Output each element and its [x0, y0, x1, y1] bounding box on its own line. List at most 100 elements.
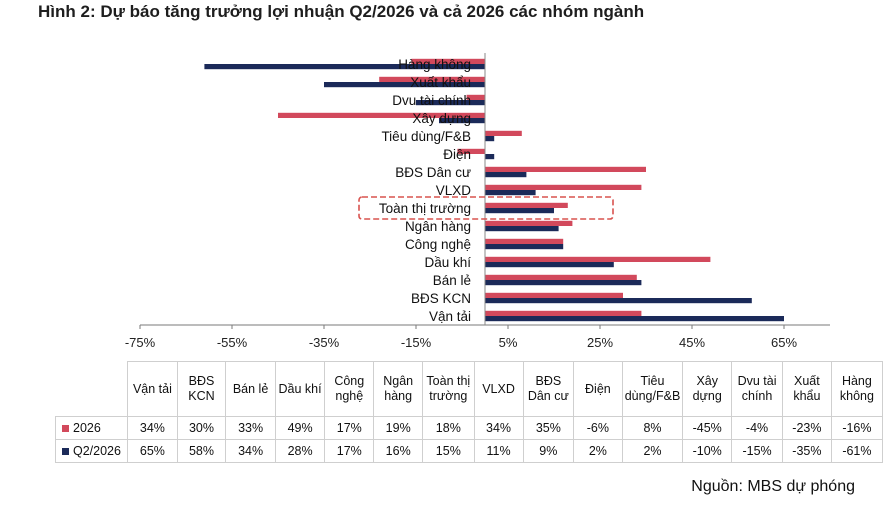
- table-value-cell: -6%: [573, 416, 623, 440]
- table-header-cell: Hàng không: [830, 361, 883, 417]
- bar-2026: [485, 310, 642, 316]
- bar-q2-2026: [416, 100, 485, 106]
- bar-q2-2026: [485, 262, 614, 268]
- table-value-cell: 49%: [274, 416, 326, 440]
- table-value-cell: 15%: [422, 439, 475, 463]
- table-header-cell: Dầu khí: [274, 361, 326, 417]
- table-value-cell: 16%: [373, 439, 424, 463]
- table-header-cell: BĐS KCN: [176, 361, 227, 417]
- table-header-cell: Bán lẻ: [225, 361, 276, 417]
- bar-q2-2026: [485, 208, 554, 214]
- chart-title: Hình 2: Dự báo tăng trưởng lợi nhuận Q2/…: [38, 2, 644, 22]
- table-header-cell: Tiêu dùng/F&B: [621, 361, 684, 417]
- category-label: Bán lẻ: [433, 273, 471, 288]
- table-value-cell: -35%: [781, 439, 832, 463]
- table-header-cell: Ngân hàng: [373, 361, 424, 417]
- x-tick-label: 5%: [499, 335, 518, 350]
- bar-2026: [485, 220, 573, 226]
- table-value-cell: 28%: [274, 439, 326, 463]
- legend-swatch: [62, 447, 69, 455]
- bar-2026: [457, 148, 485, 154]
- table-header-cell: VLXD: [473, 361, 524, 417]
- category-label: Điện: [443, 147, 471, 162]
- bar-q2-2026: [324, 82, 485, 88]
- bar-q2-2026: [485, 172, 527, 178]
- highlight-box: [358, 196, 614, 220]
- bar-q2-2026: [485, 244, 564, 250]
- legend-label: Q2/2026: [73, 443, 121, 458]
- category-label: Xây dựng: [412, 111, 471, 126]
- table-value-cell: 34%: [473, 416, 524, 440]
- table-value-cell: 19%: [373, 416, 424, 440]
- category-label: Vận tải: [429, 309, 471, 324]
- table-value-cell: -45%: [682, 416, 733, 440]
- table-row-label: 2026: [54, 416, 129, 440]
- table-value-cell: 18%: [422, 416, 475, 440]
- bar-q2-2026: [439, 118, 485, 124]
- bar-q2-2026: [485, 190, 536, 196]
- table-header-cell: Dvu tài chính: [731, 361, 783, 417]
- x-tick-label: 25%: [587, 335, 613, 350]
- table-value-cell: 17%: [324, 416, 375, 440]
- bar-2026: [485, 130, 522, 136]
- x-tick-label: 65%: [771, 335, 797, 350]
- category-label: BĐS Dân cư: [395, 165, 471, 180]
- bar-q2-2026: [204, 64, 485, 70]
- category-label: Tiêu dùng/F&B: [381, 129, 471, 144]
- bar-2026: [379, 76, 485, 82]
- table-value-cell: -23%: [781, 416, 832, 440]
- bar-2026: [485, 292, 623, 298]
- table-header-cell: BĐS Dân cư: [522, 361, 575, 417]
- table-header-cell: Vận tải: [127, 361, 178, 417]
- figure-number: Hình 2:: [38, 2, 96, 21]
- table-header-cell: Công nghệ: [324, 361, 375, 417]
- table-value-cell: 34%: [127, 416, 178, 440]
- category-label: Dầu khí: [424, 255, 471, 270]
- table-corner-cell: [55, 361, 129, 417]
- table-header-cell: Xuất khẩu: [781, 361, 832, 417]
- bar-2026: [485, 238, 564, 244]
- figure-caption: Dự báo tăng trưởng lợi nhuận Q2/2026 và …: [95, 2, 645, 21]
- bar-q2-2026: [485, 136, 495, 142]
- table-row: 2026 34% 30% 33% 49% 17% 19% 18% 34% 35% -6% 8% -45%…: [54, 416, 883, 440]
- x-tick-label: -75%: [125, 335, 156, 350]
- table-value-cell: 65%: [127, 439, 178, 463]
- x-tick-label: -55%: [217, 335, 248, 350]
- x-tick-label: 45%: [679, 335, 705, 350]
- table-row-label: Q2/2026: [54, 439, 129, 463]
- bar-2026: [411, 58, 485, 64]
- table-value-cell: 8%: [621, 416, 684, 440]
- legend-label: 2026: [73, 420, 101, 435]
- table-header-cell: Điện: [573, 361, 623, 417]
- category-label: Toàn thị trường: [379, 201, 471, 216]
- data-table: Vận tải BĐS KCN Bán lẻ Dầu khí Công nghệ Ngân…: [54, 361, 883, 463]
- bar-q2-2026: [485, 226, 559, 232]
- x-tick-label: -15%: [401, 335, 432, 350]
- table-value-cell: 58%: [176, 439, 227, 463]
- source-note: Nguồn: MBS dự phóng: [691, 478, 855, 495]
- table-value-cell: -16%: [830, 416, 883, 440]
- bar-2026: [278, 112, 485, 118]
- table-value-cell: 17%: [324, 439, 375, 463]
- bar-q2-2026: [485, 298, 752, 304]
- bar-2026: [485, 256, 711, 262]
- category-label: Xuất khẩu: [410, 75, 471, 90]
- category-label: Hàng không: [398, 57, 471, 72]
- bar-2026: [485, 166, 646, 172]
- bar-2026: [485, 184, 642, 190]
- bar-2026: [466, 94, 485, 100]
- table-header-cell: Xây dựng: [682, 361, 733, 417]
- table-value-cell: -10%: [682, 439, 733, 463]
- table-value-cell: 2%: [621, 439, 684, 463]
- table-value-cell: 30%: [176, 416, 227, 440]
- category-label: Ngân hàng: [405, 219, 471, 234]
- table-value-cell: 35%: [522, 416, 575, 440]
- category-label: Dvu tài chính: [392, 93, 471, 108]
- x-tick-label: -35%: [309, 335, 340, 350]
- category-label: BĐS KCN: [411, 291, 471, 306]
- table-header-row: Vận tải BĐS KCN Bán lẻ Dầu khí Công nghệ Ngân…: [55, 361, 883, 417]
- table-value-cell: 11%: [473, 439, 524, 463]
- bar-chart: -75% -55% -35% -15% 5% 25% 45% 65% Hàng không Xuấ…: [125, 53, 830, 350]
- bar-q2-2026: [485, 280, 642, 286]
- table-value-cell: 2%: [573, 439, 623, 463]
